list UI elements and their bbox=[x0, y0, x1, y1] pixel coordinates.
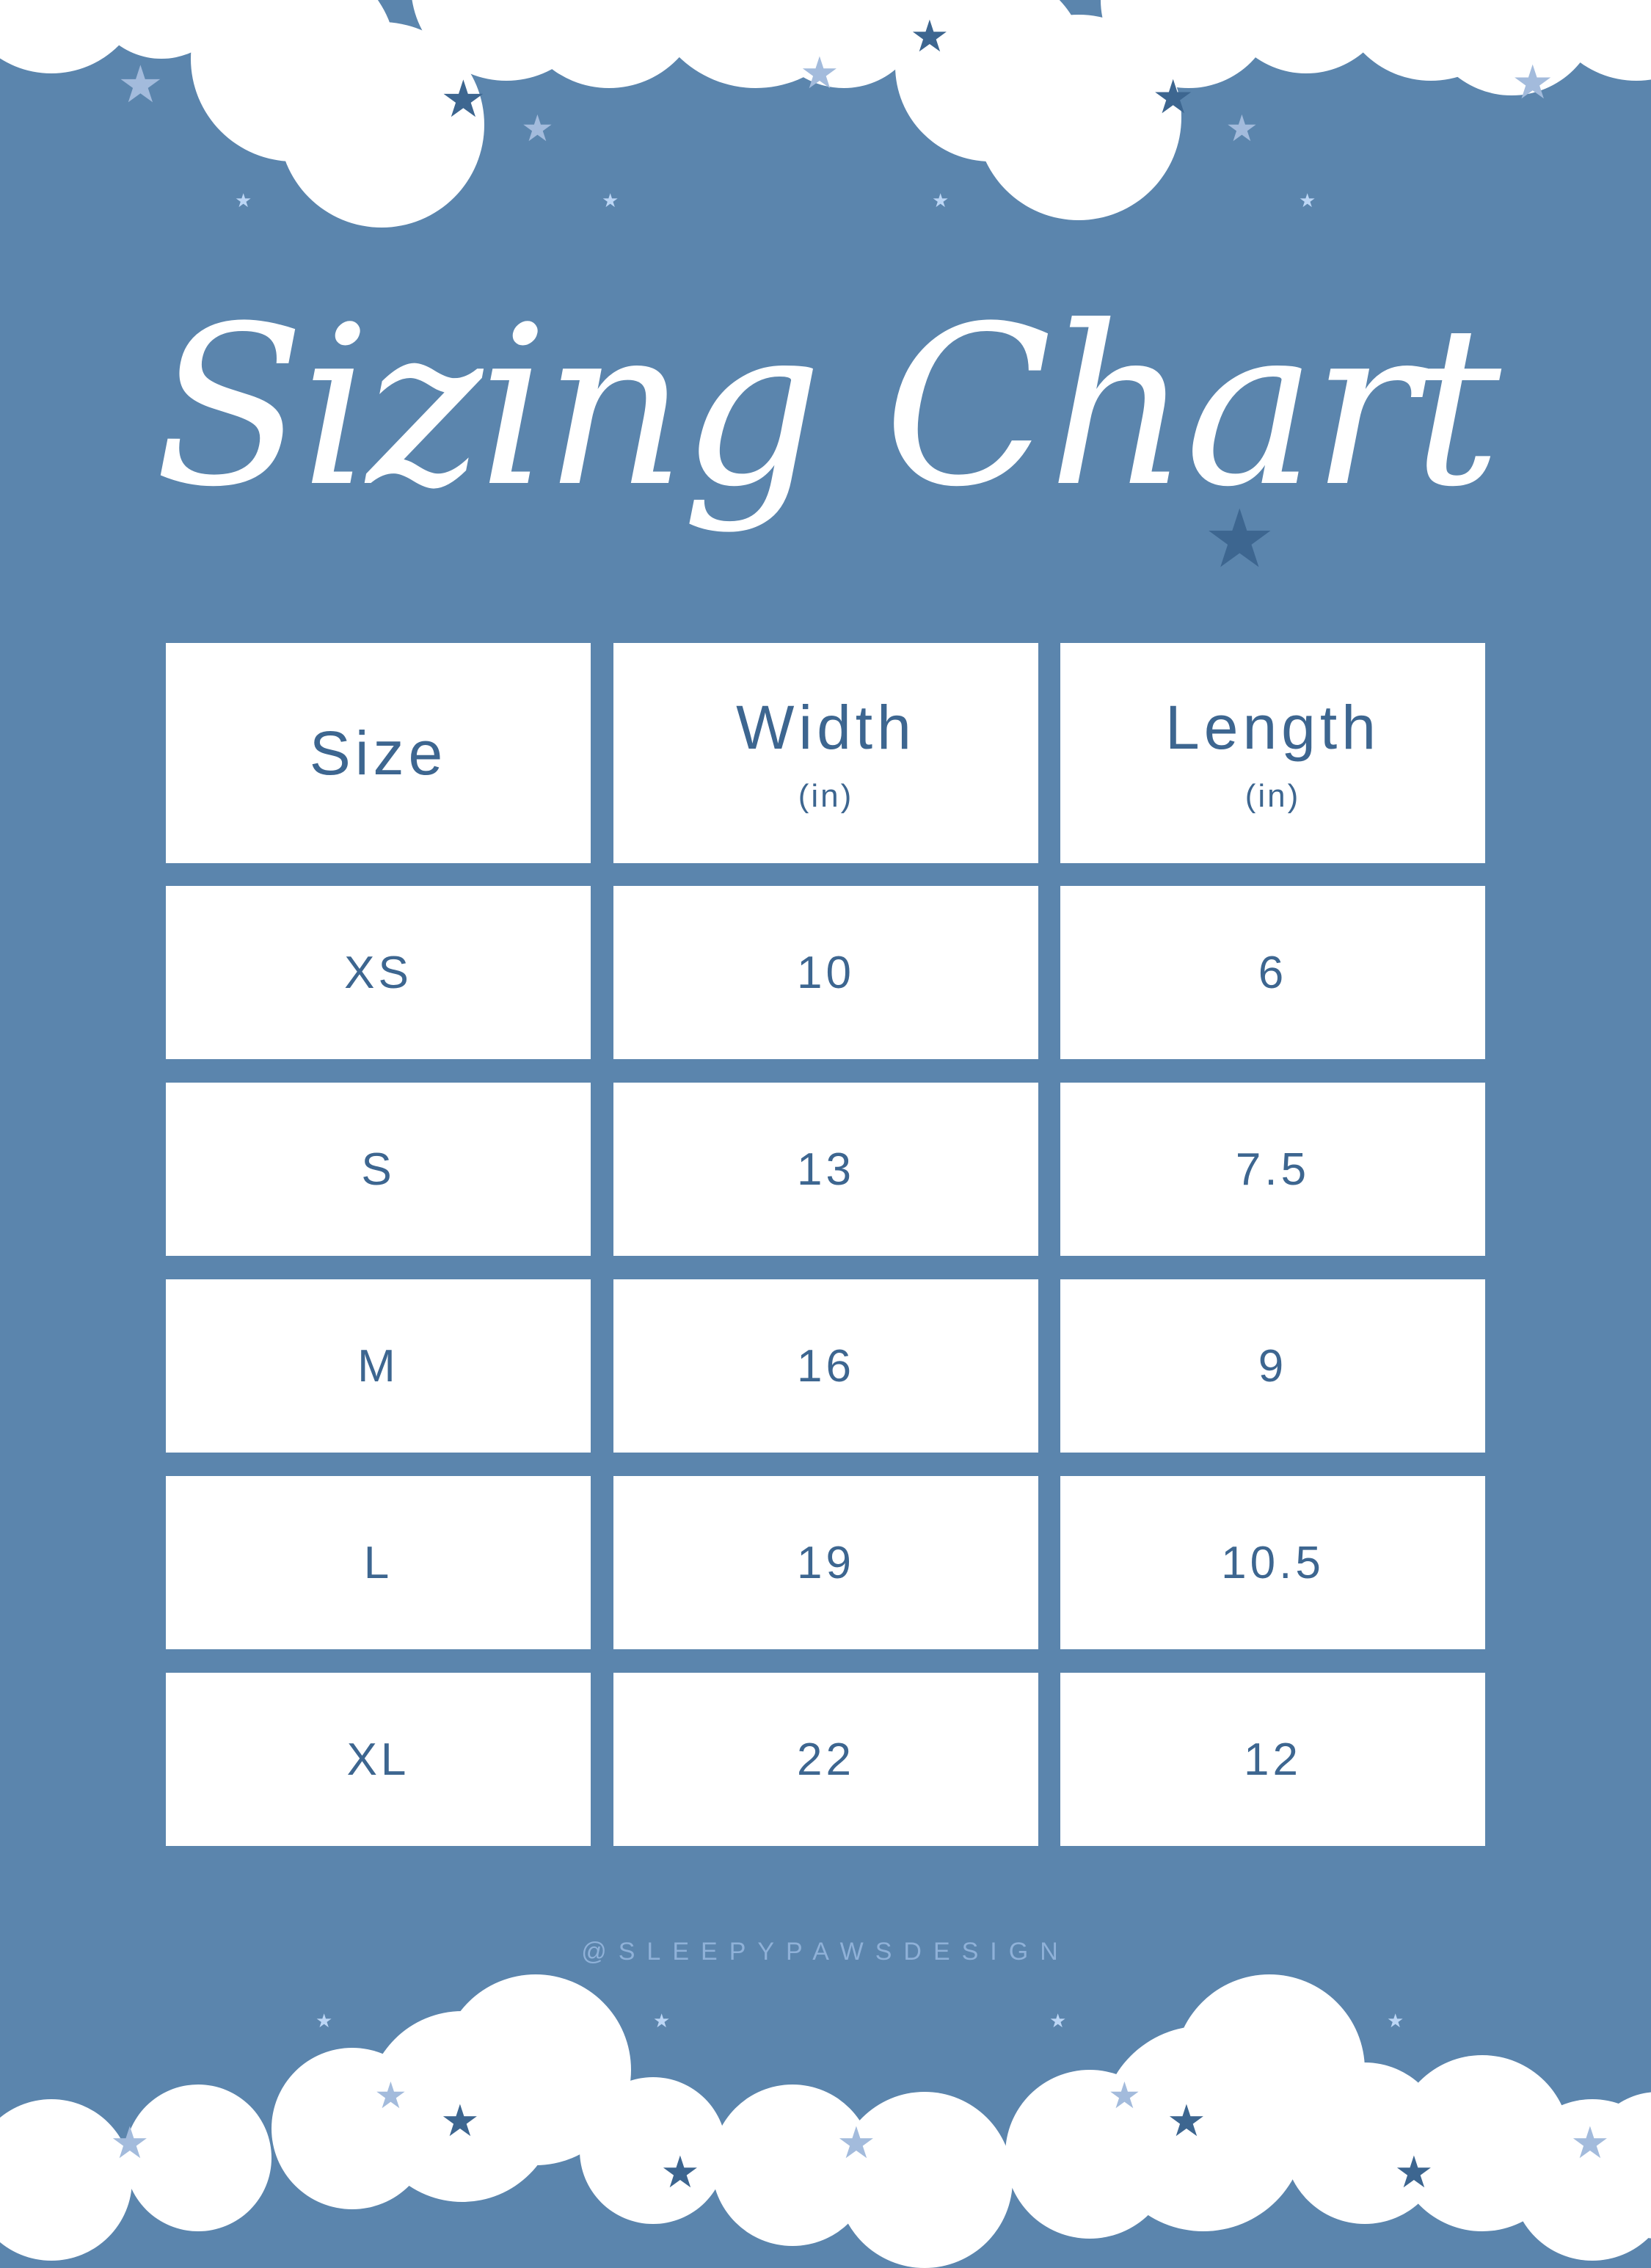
page-title: Sizing Chart bbox=[154, 279, 1501, 535]
star-icon: ★ bbox=[602, 189, 619, 211]
table-cell: 13 bbox=[613, 1083, 1038, 1256]
table-cell: 16 bbox=[613, 1279, 1038, 1453]
table-cell: XL bbox=[166, 1673, 591, 1846]
star-icon: ★ bbox=[1049, 2010, 1067, 2032]
cell-value: 10 bbox=[797, 947, 855, 998]
cell-value: L bbox=[363, 1537, 393, 1588]
star-icon: ★ bbox=[837, 2118, 876, 2167]
star-icon: ★ bbox=[440, 70, 486, 128]
table-cell: 9 bbox=[1060, 1279, 1485, 1453]
star-icon: ★ bbox=[117, 56, 164, 113]
star-icon: ★ bbox=[110, 2118, 150, 2167]
header-unit: (in) bbox=[1244, 777, 1301, 814]
star-icon: ★ bbox=[521, 108, 554, 149]
star-icon: ★ bbox=[1167, 2096, 1206, 2145]
table-cell: 19 bbox=[613, 1476, 1038, 1649]
star-icon: ★ bbox=[932, 189, 950, 211]
table-cell: 22 bbox=[613, 1673, 1038, 1846]
cell-value: 9 bbox=[1258, 1340, 1288, 1392]
table-cell: 12 bbox=[1060, 1673, 1485, 1846]
star-icon: ★ bbox=[800, 48, 839, 98]
cell-value: M bbox=[357, 1340, 399, 1392]
cell-value: 22 bbox=[797, 1734, 855, 1785]
header-unit: (in) bbox=[798, 777, 854, 814]
cell-value: 16 bbox=[797, 1340, 855, 1392]
star-icon: ★ bbox=[910, 12, 950, 61]
cell-value: 19 bbox=[797, 1537, 855, 1588]
header-cell-width: Width (in) bbox=[613, 643, 1038, 863]
table-cell: S bbox=[166, 1083, 591, 1256]
star-icon: ★ bbox=[1512, 56, 1554, 109]
cell-value: 10.5 bbox=[1221, 1537, 1324, 1588]
table-cell: 7.5 bbox=[1060, 1083, 1485, 1256]
star-icon: ★ bbox=[1225, 108, 1258, 149]
cloud bbox=[580, 2077, 726, 2224]
star-icon: ★ bbox=[235, 189, 252, 211]
star-icon: ★ bbox=[1299, 189, 1316, 211]
table-cell: XS bbox=[166, 886, 591, 1059]
header-label: Size bbox=[309, 718, 448, 788]
cell-value: 7.5 bbox=[1235, 1144, 1311, 1195]
table-cell: 6 bbox=[1060, 886, 1485, 1059]
star-icon: ★ bbox=[1152, 70, 1195, 123]
table-cell: L bbox=[166, 1476, 591, 1649]
star-icon: ★ bbox=[1570, 2118, 1610, 2167]
header-label: Length bbox=[1165, 692, 1380, 762]
header-cell-length: Length (in) bbox=[1060, 643, 1485, 863]
star-icon: ★ bbox=[1108, 2075, 1141, 2116]
cell-value: XS bbox=[344, 947, 412, 998]
watermark: @SLEEPYPAWSDESIGN bbox=[581, 1938, 1070, 1966]
cell-value: 12 bbox=[1244, 1734, 1302, 1785]
header-label: Width bbox=[736, 692, 916, 762]
star-icon: ★ bbox=[1203, 494, 1276, 584]
star-icon: ★ bbox=[1387, 2010, 1404, 2032]
star-icon: ★ bbox=[374, 2075, 407, 2116]
header-cell-size: Size bbox=[166, 643, 591, 863]
table-cell: 10.5 bbox=[1060, 1476, 1485, 1649]
star-icon: ★ bbox=[440, 2096, 480, 2145]
cell-value: 6 bbox=[1258, 947, 1288, 998]
cell-value: S bbox=[361, 1144, 396, 1195]
star-icon: ★ bbox=[660, 2148, 700, 2197]
cell-value: 13 bbox=[797, 1144, 855, 1195]
table-cell: 10 bbox=[613, 886, 1038, 1059]
star-icon: ★ bbox=[1394, 2148, 1434, 2197]
star-icon: ★ bbox=[653, 2010, 671, 2032]
star-icon: ★ bbox=[316, 2010, 333, 2032]
table-cell: M bbox=[166, 1279, 591, 1453]
cell-value: XL bbox=[346, 1734, 410, 1785]
